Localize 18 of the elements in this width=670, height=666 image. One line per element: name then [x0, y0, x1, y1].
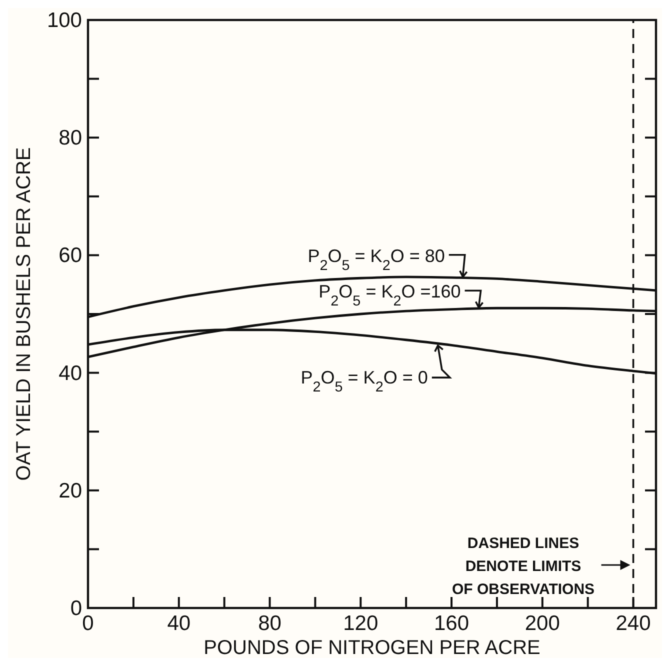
- x-tick-label: 40: [167, 612, 191, 635]
- ref-line-label: DASHED LINES DENOTE LIMITS OF OBSERVATIONS: [452, 535, 595, 598]
- legend-label: P$_{2}$O$_{5}$ = K$_{2}$O = 80: [308, 246, 445, 274]
- x-tick-label: 200: [524, 612, 560, 635]
- x-tick-label: 120: [343, 612, 378, 635]
- legend-label: P$_{2}$O$_{5}$ = K$_{2}$O =160: [318, 282, 461, 310]
- y-tick-label: 20: [58, 479, 82, 502]
- y-tick-label: 40: [58, 362, 82, 385]
- x-axis-title: POUNDS OF NITROGEN PER ACRE: [204, 637, 540, 659]
- x-tick-label: 240: [616, 612, 651, 635]
- series-label: P$_{2}$O$_{5}$ = K$_{2}$O = 0: [300, 368, 428, 396]
- x-tick-label: 160: [434, 612, 470, 635]
- y-tick-label: 100: [46, 9, 82, 32]
- y-tick-label: 60: [58, 244, 82, 268]
- y-tick-label: 0: [70, 597, 82, 620]
- y-tick-label: 80: [58, 126, 82, 150]
- x-tick-label: 80: [258, 612, 282, 635]
- y-axis-title: OAT YIELD IN BUSHELS PER ACRE: [13, 147, 35, 481]
